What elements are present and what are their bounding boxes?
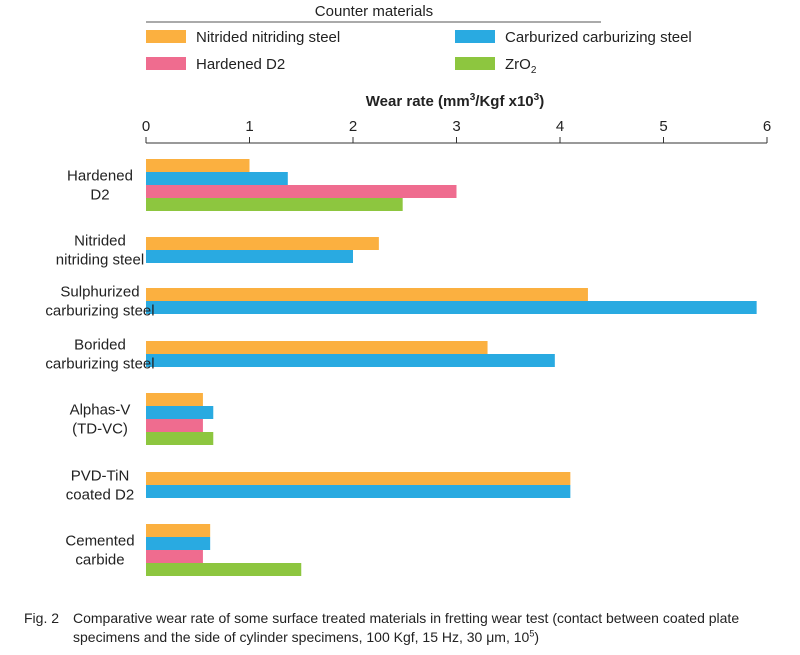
bar bbox=[146, 198, 403, 211]
bar bbox=[146, 393, 203, 406]
bar bbox=[146, 563, 302, 576]
bar bbox=[146, 288, 588, 301]
x-tick-label: 1 bbox=[245, 118, 253, 135]
bar bbox=[146, 237, 379, 250]
bars bbox=[146, 159, 757, 576]
category-label: carbide bbox=[75, 552, 124, 569]
x-tick-label: 0 bbox=[142, 118, 150, 135]
bar bbox=[146, 406, 214, 419]
x-tick-label: 4 bbox=[556, 118, 564, 135]
bar bbox=[146, 524, 211, 537]
bar bbox=[146, 472, 571, 485]
legend-label: Nitrided nitriding steel bbox=[196, 29, 340, 46]
category-labels: Hardened D2 Nitrided nitriding steel Sulphur… bbox=[45, 168, 154, 569]
bar bbox=[146, 159, 250, 172]
category-label: carburizing steel bbox=[45, 303, 154, 320]
legend-swatch bbox=[146, 30, 186, 43]
category-label: Nitrided bbox=[74, 233, 126, 250]
bar bbox=[146, 419, 203, 432]
legend-label: ZrO2 bbox=[505, 56, 537, 76]
x-axis: 0 1 2 3 4 5 6 bbox=[142, 118, 771, 144]
legend-swatch bbox=[146, 57, 186, 70]
caption-figure-number: Fig. 2 bbox=[24, 610, 60, 626]
x-tick-label: 6 bbox=[763, 118, 771, 135]
bar bbox=[146, 432, 214, 445]
bar bbox=[146, 537, 211, 550]
legend: Counter materials Nitrided nitriding ste… bbox=[146, 3, 692, 76]
bar bbox=[146, 550, 203, 563]
bar bbox=[146, 341, 488, 354]
legend-label: Hardened D2 bbox=[196, 56, 285, 73]
wear-rate-bar-chart: Counter materials Nitrided nitriding ste… bbox=[45, 3, 771, 576]
x-tick-label: 2 bbox=[349, 118, 357, 135]
legend-swatch bbox=[455, 57, 495, 70]
x-tick-label: 5 bbox=[659, 118, 667, 135]
bar bbox=[146, 301, 757, 314]
figure-caption: Fig. 2 Comparative wear rate of some sur… bbox=[24, 609, 784, 647]
category-label: Hardened bbox=[67, 168, 133, 185]
legend-title: Counter materials bbox=[315, 3, 433, 20]
x-axis-title: Wear rate (mm3/Kgf x103) bbox=[366, 92, 544, 110]
category-label: carburizing steel bbox=[45, 356, 154, 373]
legend-swatch bbox=[455, 30, 495, 43]
bar bbox=[146, 172, 288, 185]
legend-label: Carburized carburizing steel bbox=[505, 29, 692, 46]
category-label: (TD-VC) bbox=[72, 421, 128, 438]
category-label: Alphas-V bbox=[70, 402, 131, 419]
category-label: PVD-TiN bbox=[71, 468, 130, 485]
category-label: Borided bbox=[74, 337, 126, 354]
category-label: nitriding steel bbox=[56, 252, 144, 269]
bar bbox=[146, 354, 555, 367]
category-label: coated D2 bbox=[66, 487, 134, 504]
category-label: D2 bbox=[90, 187, 109, 204]
category-label: Cemented bbox=[65, 533, 134, 550]
bar bbox=[146, 185, 457, 198]
caption-text: Comparative wear rate of some surface tr… bbox=[73, 610, 740, 645]
category-label: Sulphurized bbox=[60, 284, 139, 301]
x-tick-label: 3 bbox=[452, 118, 460, 135]
bar bbox=[146, 250, 353, 263]
bar bbox=[146, 485, 571, 498]
